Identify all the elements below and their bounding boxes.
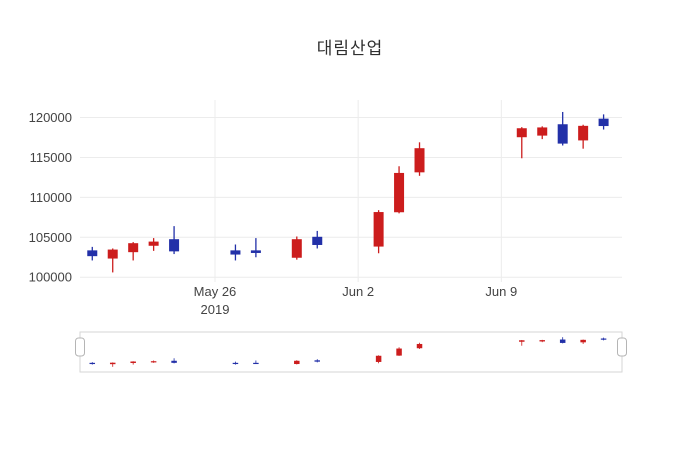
candle-body (414, 148, 425, 173)
candlestick-series[interactable] (87, 111, 609, 273)
candle-2019-06-13[interactable] (578, 124, 589, 149)
y-tick-label: 100000 (29, 270, 72, 285)
candle-2019-05-31[interactable] (312, 230, 323, 249)
y-tick-label: 115000 (30, 150, 72, 165)
candle-body (394, 172, 405, 213)
candle-2019-05-20[interactable] (87, 246, 98, 261)
candle-2019-05-21[interactable] (107, 248, 118, 273)
candle-body (537, 127, 548, 136)
candle-body (107, 249, 118, 259)
candle-2019-06-11[interactable] (537, 126, 548, 140)
candle-2019-06-10[interactable] (516, 127, 527, 159)
candle-body (578, 125, 589, 141)
candle-2019-05-30[interactable] (291, 236, 302, 260)
candle-2019-06-04[interactable] (394, 166, 405, 214)
candle-body (291, 239, 302, 258)
candle-2019-05-28[interactable] (250, 238, 261, 258)
rangeslider[interactable] (75, 331, 627, 373)
rangeslider-handle-left[interactable] (75, 337, 85, 357)
candle-body (169, 239, 180, 252)
candle-body (250, 250, 261, 253)
x-tick-label: May 26 (194, 284, 237, 299)
y-tick-label: 105000 (29, 230, 72, 245)
rangeslider-handle-right[interactable] (617, 337, 627, 357)
x-tick-sublabel: 2019 (201, 302, 230, 317)
y-tick-label: 110000 (30, 190, 72, 205)
candle-2019-05-24[interactable] (169, 226, 180, 255)
candle-2019-06-14[interactable] (598, 114, 609, 130)
candle-2019-05-27[interactable] (230, 244, 241, 261)
gridlines (80, 100, 622, 282)
x-axis-tick-labels: May 26 2019 Jun 2 Jun 9 (194, 284, 518, 317)
candle-body (148, 241, 159, 246)
candle-2019-06-03[interactable] (373, 210, 384, 254)
candle-body (557, 124, 568, 144)
candle-body (516, 128, 527, 138)
candle-body (87, 250, 98, 257)
candle-body (312, 236, 323, 245)
candle-2019-05-23[interactable] (148, 238, 159, 251)
y-tick-label: 120000 (29, 110, 72, 125)
x-tick-label: Jun 2 (342, 284, 374, 299)
candle-2019-06-12[interactable] (557, 111, 568, 146)
candle-body (128, 243, 139, 253)
rangeslider-track[interactable] (79, 331, 623, 373)
candle-2019-06-05[interactable] (414, 142, 425, 176)
x-tick-label: Jun 9 (485, 284, 517, 299)
candle-body (598, 118, 609, 127)
candle-2019-05-22[interactable] (128, 242, 139, 261)
y-axis-tick-labels: 100000 105000 110000 115000 120000 (29, 110, 72, 285)
candle-body (373, 212, 384, 247)
candle-body (230, 250, 241, 255)
rangeslider-mini-series (89, 337, 607, 367)
